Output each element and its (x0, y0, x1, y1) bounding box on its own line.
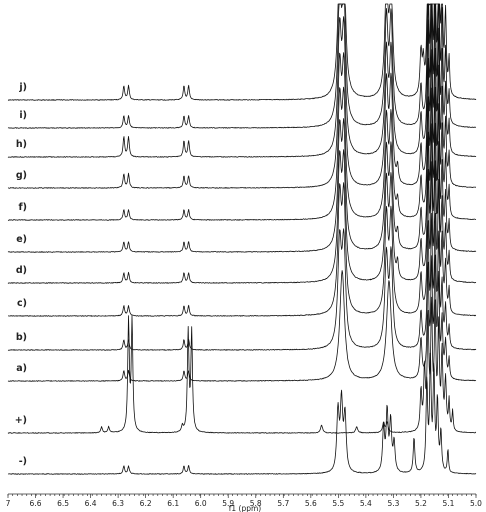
spectrum-labels: j) i) h) g) f) e) d) c) b) a) +) -) (15, 82, 27, 467)
spectrum-label: a) (16, 363, 27, 374)
x-axis-tick-label: 5.8 (250, 499, 262, 508)
spectrum-label: c) (17, 298, 27, 309)
spectra-traces (7, 3, 477, 475)
spectrum-trace-9 (7, 254, 477, 382)
x-axis-tick-label: 6.4 (85, 499, 97, 508)
x-axis: 7 6.6 6.5 6.4 6.3 6.2 6.1 6.0 5.9 5.8 5.7 5.6 5.5 5.4… (6, 493, 482, 512)
x-axis-tick-label: 5.2 (415, 499, 427, 508)
spectrum-trace-4 (7, 47, 477, 221)
spectrum-trace-2 (7, 3, 477, 158)
x-axis-tick-label: 6.2 (140, 499, 152, 508)
spectrum-trace-0 (7, 3, 477, 101)
x-axis-tick-label: 5.1 (443, 499, 455, 508)
spectrum-trace-3 (7, 8, 477, 189)
x-axis-title: f1 (ppm) (229, 504, 262, 512)
spectrum-label: +) (15, 415, 27, 426)
spectrum-trace-7 (8, 160, 477, 317)
spectrum-trace-6 (7, 122, 477, 284)
spectrum-label: -) (19, 456, 27, 467)
spectrum-label: g) (16, 170, 27, 181)
spectrum-trace-10 (7, 296, 477, 434)
x-axis-tick-label: 6.6 (30, 499, 42, 508)
spectrum-trace-11 (7, 352, 477, 475)
x-axis-tick-label: 5.7 (277, 499, 289, 508)
x-axis-tick-label: 6.0 (195, 499, 207, 508)
spectrum-label: b) (16, 332, 27, 343)
spectrum-trace-5 (7, 86, 477, 253)
x-axis-tick-label: 5.6 (305, 499, 317, 508)
spectrum-trace-1 (7, 3, 477, 129)
x-axis-tick-label: 6.3 (112, 499, 124, 508)
x-axis-tick-label: 6.1 (167, 499, 179, 508)
spectrum-label: d) (16, 265, 27, 276)
x-axis-tick-label: 5.4 (360, 499, 372, 508)
x-axis-tick-label: 5.0 (470, 499, 482, 508)
x-axis-tick-label: 7 (6, 499, 11, 508)
spectrum-label: h) (16, 139, 27, 150)
spectrum-label: j) (18, 82, 27, 93)
spectrum-trace-8 (7, 212, 477, 351)
x-axis-tick-label: 5.9 (222, 499, 234, 508)
x-axis-tick-label: 5.5 (332, 499, 344, 508)
spectrum-label: e) (16, 234, 27, 245)
x-axis-tick-label: 5.3 (387, 499, 399, 508)
spectrum-label: f) (19, 202, 27, 213)
x-axis-tick-label: 6.5 (57, 499, 69, 508)
spectrum-label: i) (19, 110, 27, 121)
